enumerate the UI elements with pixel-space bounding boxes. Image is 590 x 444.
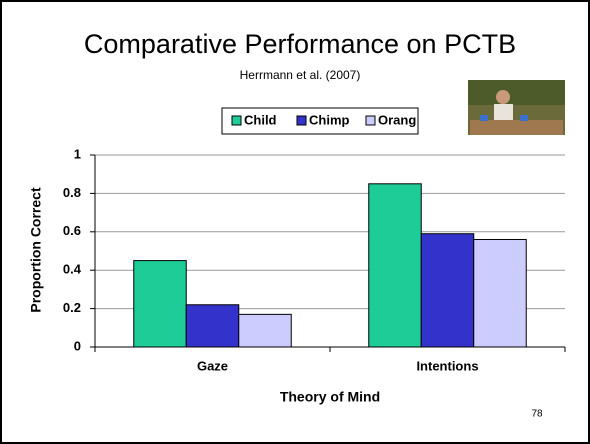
legend-box [221,107,419,135]
bar [238,313,292,348]
chart-subtitle: Herrmann et al. (2007) [240,68,361,82]
x-axis-label: Theory of Mind [280,389,380,405]
y-tick-label: 0.6 [63,223,81,238]
y-tick-label: 1 [74,146,81,161]
bar [185,304,240,348]
chart-title: Comparative Performance on PCTB [84,29,516,59]
y-axis-label: Proportion Correct [28,187,44,313]
legend-label: Chimp [309,112,350,127]
y-tick-label: 0.4 [63,262,82,277]
legend-swatch [365,115,376,126]
bar [133,260,187,348]
legend-label: Orang [378,112,416,127]
y-tick-label: 0 [74,338,81,353]
bar [368,183,422,348]
legend-swatch [231,115,242,126]
legend-label: Child [244,112,277,127]
bar [420,233,475,348]
bar [473,238,527,348]
x-tick-label: Gaze [197,358,228,373]
page-number: 78 [531,409,543,420]
x-tick-label: Intentions [416,358,478,373]
y-tick-label: 0.8 [63,185,81,200]
y-tick-label: 0.2 [63,300,81,315]
photo [468,80,565,135]
legend-swatch [296,115,307,126]
